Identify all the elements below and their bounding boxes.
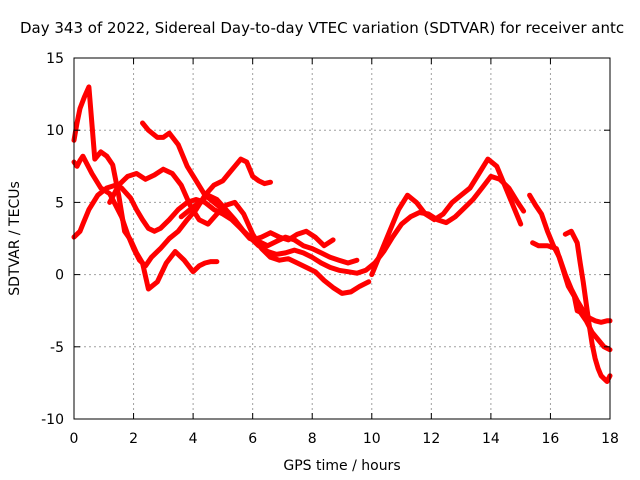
- series-track-1: [71, 173, 527, 276]
- series-track-9: [562, 228, 613, 384]
- y-tick-label: -10: [41, 412, 64, 428]
- y-tick-label: 0: [55, 268, 64, 284]
- x-tick-label: 18: [601, 431, 619, 447]
- y-tick-label: -5: [50, 340, 64, 356]
- series-track-3: [71, 153, 273, 269]
- series-track-5: [107, 166, 372, 296]
- y-tick-label: 5: [55, 195, 64, 211]
- y-tick-label: 15: [46, 51, 64, 67]
- x-tick-label: 0: [70, 431, 79, 447]
- x-tick-label: 14: [482, 431, 500, 447]
- chart-title: Day 343 of 2022, Sidereal Day-to-day VTE…: [20, 19, 624, 37]
- data-series: [71, 84, 613, 384]
- series-track-7: [527, 192, 613, 325]
- y-axis-label: SDTVAR / TECUs: [7, 181, 23, 296]
- series-track-4: [140, 120, 360, 266]
- x-tick-label: 6: [248, 431, 257, 447]
- x-tick-label: 12: [422, 431, 440, 447]
- x-tick-label: 16: [542, 431, 560, 447]
- x-tick-label: 8: [308, 431, 317, 447]
- x-tick-label: 10: [363, 431, 381, 447]
- series-track-6: [178, 192, 336, 249]
- x-tick-label: 2: [129, 431, 138, 447]
- series-track-8: [530, 240, 613, 353]
- plot-frame: [73, 57, 611, 420]
- series-track-10: [369, 156, 524, 278]
- axis-ticks: 0 2 4 6 8 10 12 14 16 18 -10 -5 0 5 10 15: [41, 51, 619, 447]
- series-track-2: [71, 84, 220, 292]
- grid-lines: [74, 58, 610, 419]
- x-tick-label: 4: [189, 431, 198, 447]
- x-axis-label: GPS time / hours: [283, 458, 400, 474]
- y-tick-label: 10: [46, 123, 64, 139]
